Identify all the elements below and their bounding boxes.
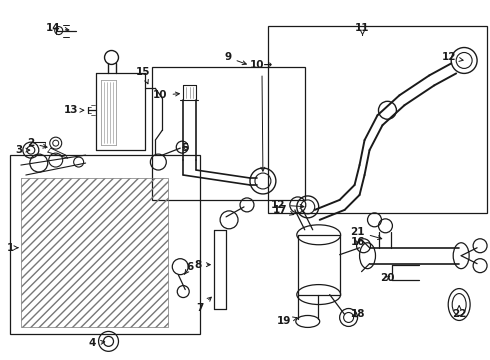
Text: 5: 5 (182, 143, 189, 153)
Bar (10, 155, 200, 334)
Bar (152, 67, 305, 200)
Text: 16: 16 (350, 237, 365, 247)
Text: 7: 7 (196, 297, 211, 312)
Text: 17: 17 (272, 205, 294, 215)
Text: 12: 12 (270, 200, 304, 210)
Text: 19: 19 (277, 316, 297, 327)
Text: 4: 4 (89, 338, 105, 348)
Text: 12: 12 (442, 53, 463, 63)
Text: 13: 13 (63, 105, 84, 115)
Text: 1: 1 (7, 243, 18, 253)
Bar (268, 26, 487, 213)
Text: 2: 2 (27, 138, 47, 148)
Text: 8: 8 (195, 260, 210, 270)
Text: 9: 9 (224, 53, 246, 65)
Text: 3: 3 (15, 145, 30, 155)
Text: 22: 22 (452, 306, 466, 319)
Text: 10→: 10→ (250, 60, 273, 171)
Text: 21: 21 (350, 227, 382, 239)
Bar (21, 178, 168, 328)
Text: 6: 6 (184, 262, 194, 274)
Text: 14: 14 (46, 23, 69, 33)
Text: 20: 20 (380, 273, 395, 283)
Text: 11: 11 (355, 23, 370, 35)
Text: 15: 15 (136, 67, 150, 84)
Text: 18: 18 (350, 310, 365, 319)
Text: 10: 10 (153, 90, 179, 100)
